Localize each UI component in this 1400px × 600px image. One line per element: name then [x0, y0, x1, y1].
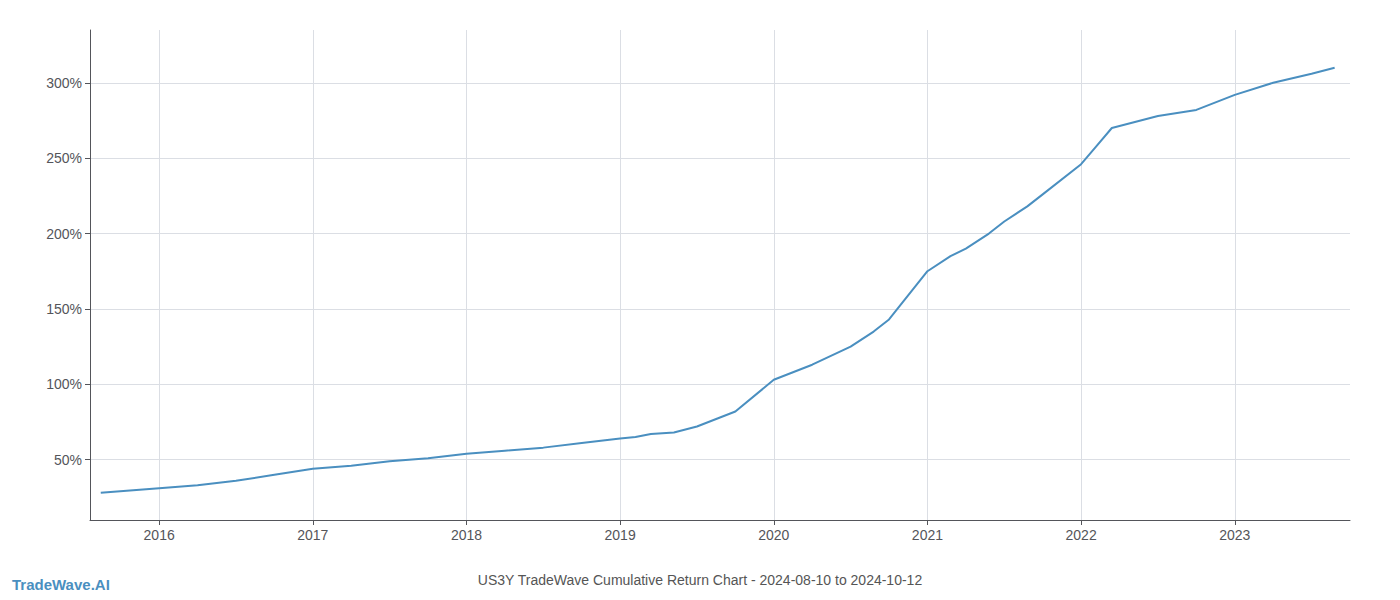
svg-text:150%: 150% — [46, 301, 82, 317]
svg-text:2023: 2023 — [1219, 527, 1250, 543]
svg-text:50%: 50% — [54, 452, 82, 468]
svg-text:US3Y TradeWave Cumulative Retu: US3Y TradeWave Cumulative Return Chart -… — [478, 572, 923, 588]
svg-text:2019: 2019 — [605, 527, 636, 543]
svg-text:100%: 100% — [46, 376, 82, 392]
svg-text:250%: 250% — [46, 150, 82, 166]
svg-text:300%: 300% — [46, 75, 82, 91]
svg-text:2017: 2017 — [297, 527, 328, 543]
svg-text:2016: 2016 — [144, 527, 175, 543]
svg-text:200%: 200% — [46, 226, 82, 242]
svg-text:2022: 2022 — [1066, 527, 1097, 543]
svg-text:2018: 2018 — [451, 527, 482, 543]
svg-text:2020: 2020 — [758, 527, 789, 543]
svg-text:TradeWave.AI: TradeWave.AI — [12, 576, 110, 593]
svg-text:2021: 2021 — [912, 527, 943, 543]
